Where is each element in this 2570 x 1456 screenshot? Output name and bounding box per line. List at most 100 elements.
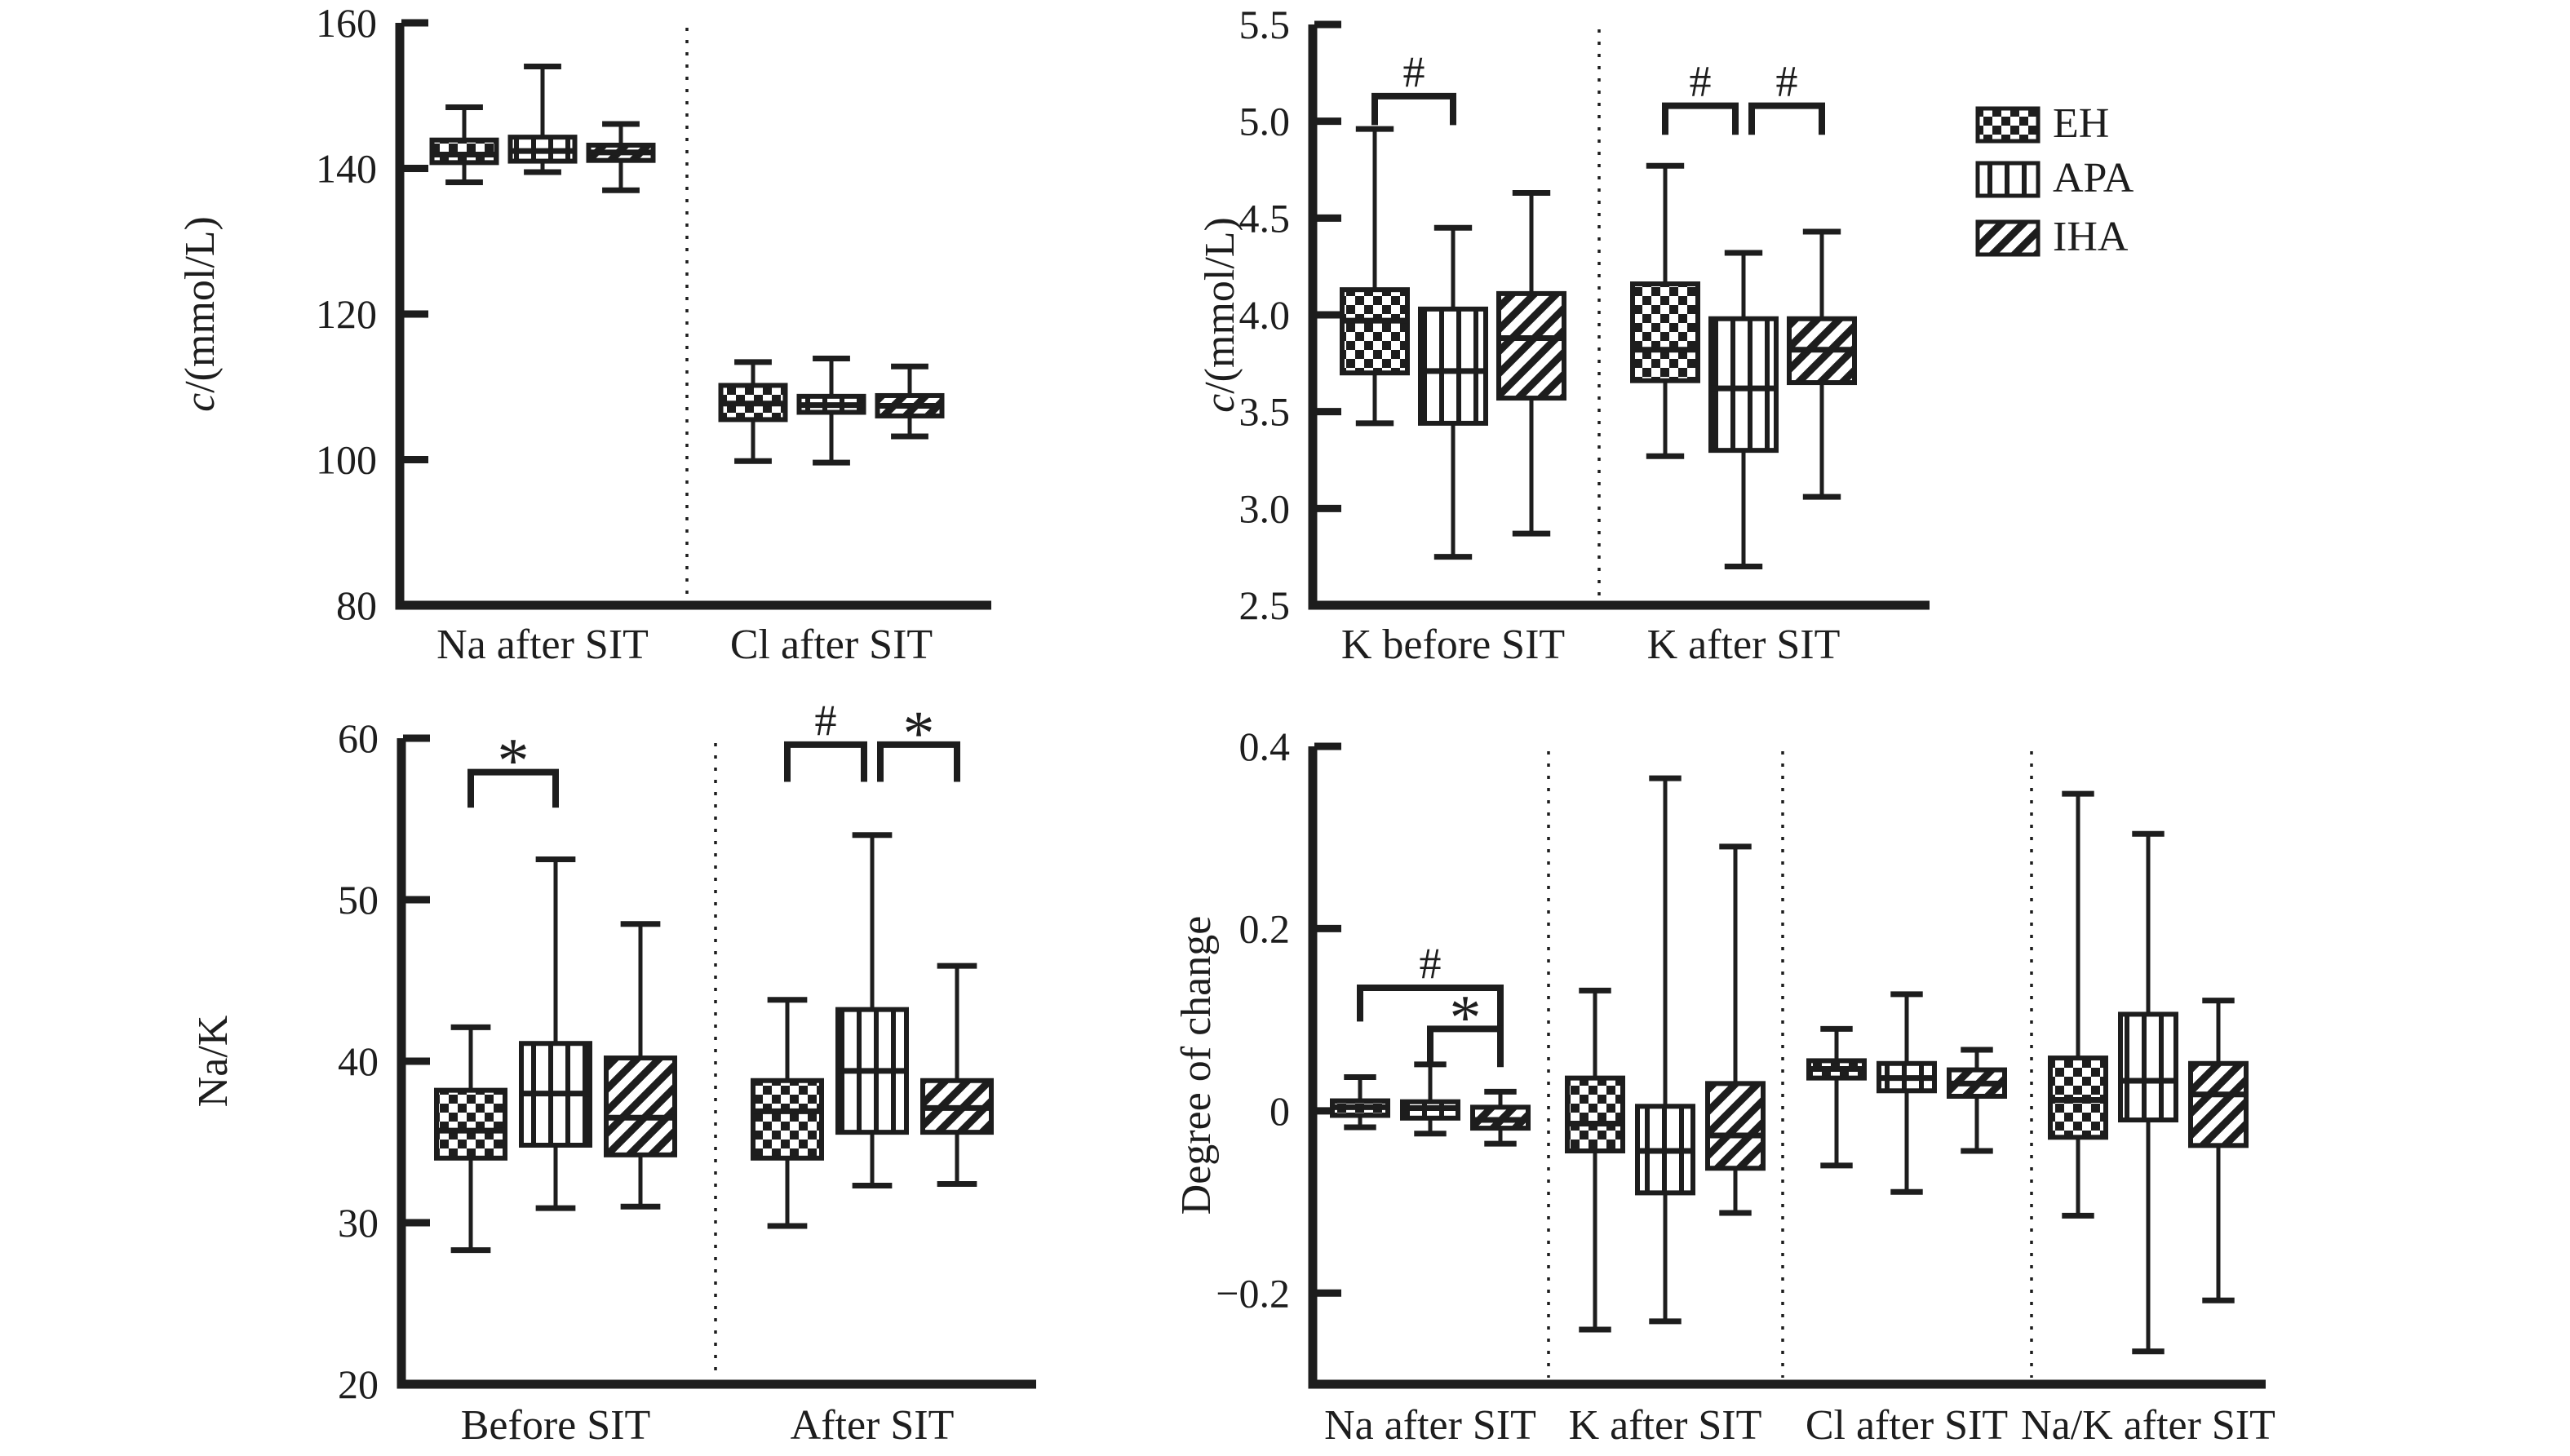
- box-IHA-0: [604, 921, 677, 1210]
- legend-swatch-iha: [1975, 219, 2040, 257]
- panel-na-k-ratio-before-after-sit: 60 50 40 30 20 Na/K Before SIT After SIT * # *: [190, 696, 1036, 1449]
- box-EH-1: [718, 359, 788, 464]
- box-APA-0: [1418, 224, 1488, 560]
- significance-bracket: [877, 741, 960, 782]
- iqr-box: [434, 1087, 507, 1161]
- panel-na-cl-concentration-after-sit: 160 140 120 100 80 c/(mmol/L) Na after SIT Cl a…: [177, 0, 991, 668]
- iqr-box: [1708, 316, 1779, 454]
- iqr-box: [2118, 1011, 2178, 1123]
- y-tick-label: 0: [1269, 1088, 1290, 1134]
- iqr-box: [1418, 306, 1488, 426]
- y-tick-label: −0.2: [1216, 1270, 1290, 1316]
- box-APA-1: [835, 832, 909, 1188]
- panel-k-concentration-before-after-sit: 5.5 5.0 4.5 4.0 3.5 3.0 2.5 c/(mmol/L) K before …: [1197, 2, 1930, 668]
- x-category-label: Cl after SIT: [730, 622, 933, 668]
- box-IHA-1: [1705, 843, 1766, 1216]
- x-category-label: K after SIT: [1647, 622, 1841, 668]
- box-EH-2: [1806, 1025, 1867, 1169]
- legend: EH APA IHA: [1975, 100, 2134, 260]
- legend-label-apa: APA: [2053, 155, 2134, 201]
- significance-label: #: [1403, 47, 1425, 96]
- significance-bracket: [1427, 1025, 1504, 1065]
- y-tick-label: 4.5: [1239, 195, 1291, 241]
- x-category-label: After SIT: [791, 1402, 955, 1449]
- y-axis-title: Degree of change: [1173, 916, 1220, 1215]
- y-axis-title: c/(mmol/L): [177, 216, 224, 412]
- y-tick-label: 0.4: [1239, 724, 1291, 769]
- significance-label: #: [815, 696, 837, 745]
- x-category-label: Na after SIT: [436, 622, 649, 668]
- y-axis-title: c/(mmol/L): [1197, 217, 1243, 413]
- legend-swatch-apa: [1975, 161, 2040, 198]
- y-tick-label: 5.0: [1239, 99, 1291, 144]
- box-EH-0: [434, 1024, 507, 1254]
- x-category-label: K before SIT: [1341, 622, 1565, 668]
- y-tick-label: 60: [338, 715, 379, 761]
- iqr-box: [1565, 1075, 1625, 1154]
- box-IHA-1: [875, 363, 945, 440]
- significance-bracket: [1662, 102, 1739, 135]
- box-APA-1: [1635, 775, 1695, 1325]
- box-EH-0: [1340, 126, 1410, 427]
- box-IHA-0: [1496, 189, 1566, 537]
- box-APA-1: [796, 355, 866, 466]
- iqr-box: [1705, 1081, 1766, 1171]
- box-IHA-0: [586, 121, 656, 193]
- x-category-label: Before SIT: [461, 1402, 650, 1449]
- box-IHA-2: [1947, 1047, 2007, 1154]
- box-IHA-0: [1470, 1088, 1531, 1147]
- significance-label: *: [903, 697, 935, 768]
- box-APA-3: [2118, 830, 2178, 1355]
- iqr-box: [1630, 281, 1700, 383]
- y-tick-label: 140: [316, 146, 377, 192]
- iqr-box: [604, 1055, 677, 1157]
- y-tick-label: 100: [316, 437, 377, 483]
- significance-label: #: [1776, 57, 1798, 106]
- box-EH-1: [751, 997, 824, 1229]
- box-APA-2: [1877, 991, 1937, 1195]
- iqr-box: [429, 137, 499, 166]
- y-tick-label: 5.5: [1239, 2, 1291, 47]
- box-IHA-1: [1787, 228, 1857, 500]
- box-EH-0: [429, 104, 499, 185]
- box-IHA-3: [2188, 998, 2249, 1303]
- y-tick-label: 3.5: [1239, 389, 1291, 435]
- legend-label-iha: IHA: [2053, 214, 2129, 260]
- y-tick-label: 80: [336, 582, 377, 628]
- significance-label: *: [1450, 981, 1482, 1052]
- iqr-box: [751, 1078, 824, 1161]
- box-IHA-1: [920, 963, 994, 1187]
- significance-bracket: [784, 741, 867, 782]
- significance-label: *: [498, 725, 530, 796]
- y-tick-label: 50: [338, 877, 379, 923]
- y-tick-label: 120: [316, 291, 377, 337]
- legend-swatch-eh: [1975, 106, 2040, 144]
- significance-bracket: [1371, 92, 1456, 126]
- box-EH-0: [1330, 1074, 1390, 1131]
- y-tick-label: 40: [338, 1038, 379, 1084]
- y-tick-label: 3.0: [1239, 485, 1291, 531]
- box-EH-1: [1630, 162, 1700, 459]
- iqr-box: [1340, 287, 1410, 376]
- box-APA-0: [1400, 1061, 1460, 1137]
- x-category-label: Na/K after SIT: [2021, 1402, 2275, 1449]
- significance-label: #: [1420, 939, 1442, 988]
- y-tick-label: 0.2: [1239, 905, 1291, 951]
- x-category-label: K after SIT: [1569, 1402, 1762, 1449]
- y-tick-label: 20: [338, 1361, 379, 1407]
- y-tick-label: 4.0: [1239, 292, 1291, 338]
- box-APA-0: [519, 856, 592, 1211]
- y-tick-label: 2.5: [1239, 582, 1291, 628]
- legend-label-eh: EH: [2053, 100, 2109, 147]
- y-tick-label: 160: [316, 0, 377, 46]
- y-tick-label: 30: [338, 1200, 379, 1246]
- y-axis-title: Na/K: [190, 1015, 237, 1107]
- significance-bracket: [1748, 102, 1825, 135]
- iqr-box: [2188, 1060, 2249, 1148]
- significance-bracket: [467, 768, 559, 808]
- box-EH-3: [2048, 790, 2108, 1219]
- panel-degree-of-change-after-sit: 0.4 0.2 0 −0.2 Degree of change Na after SIT K…: [1173, 724, 2275, 1449]
